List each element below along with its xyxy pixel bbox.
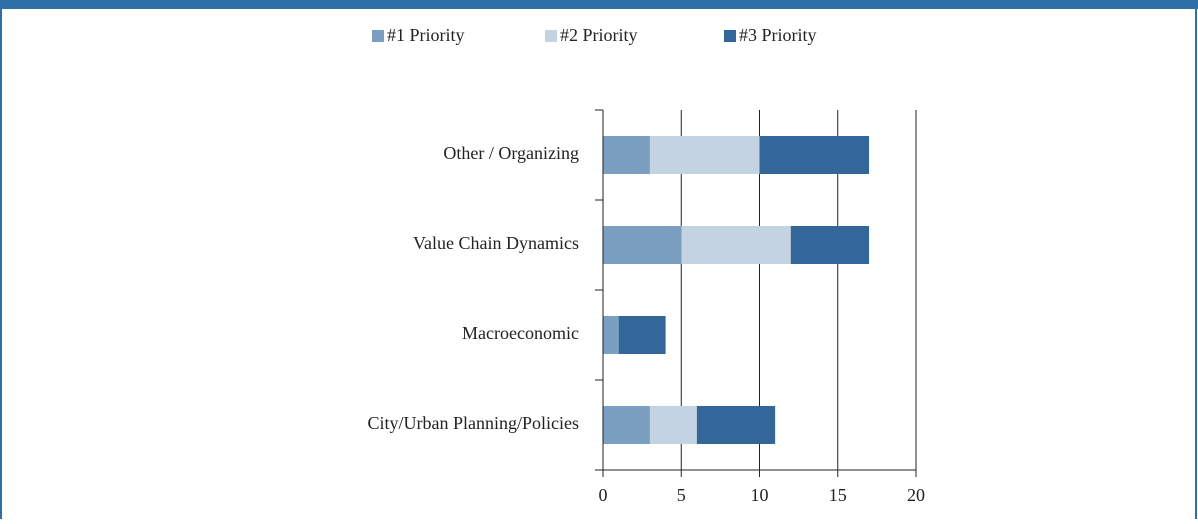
x-tick-label: 15: [829, 485, 847, 505]
legend-swatch: [372, 30, 384, 42]
x-tick-label: 5: [677, 485, 686, 505]
legend-swatch: [545, 30, 557, 42]
x-tick-label: 10: [751, 485, 769, 505]
bar-segment: [681, 226, 791, 264]
bar-segment: [649, 136, 760, 174]
legend-swatch: [724, 30, 736, 42]
y-tick-label: Other / Organizing: [443, 143, 579, 163]
legend-label: #1 Priority: [387, 25, 465, 45]
bar-segment: [759, 136, 870, 174]
bar-segment: [696, 406, 776, 444]
bar-segment: [618, 316, 666, 354]
y-tick-label: City/Urban Planning/Policies: [368, 413, 580, 433]
y-tick-label: Macroeconomic: [462, 323, 579, 343]
bar-segment: [603, 316, 619, 354]
y-tick-label: Value Chain Dynamics: [413, 233, 579, 253]
legend-label: #2 Priority: [560, 25, 638, 45]
bar-segment: [603, 136, 650, 174]
x-tick-label: 0: [599, 485, 608, 505]
bar-segment: [790, 226, 870, 264]
bar-segment: [603, 406, 650, 444]
legend-label: #3 Priority: [739, 25, 817, 45]
x-tick-label: 20: [907, 485, 925, 505]
bar-segment: [603, 226, 682, 264]
bar-segment: [649, 406, 697, 444]
header-band: [0, 0, 1198, 9]
